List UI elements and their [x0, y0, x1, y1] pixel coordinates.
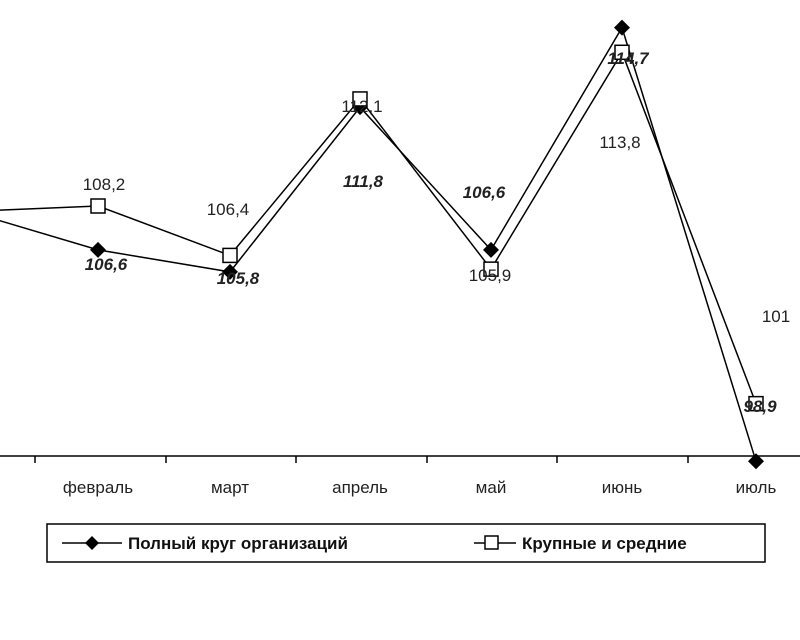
x-axis: январьфевральмартапрельмайиюньиюль [0, 455, 800, 497]
data-point-square [352, 91, 368, 107]
data-point-diamond [90, 241, 106, 258]
data-label: 112,1 [341, 97, 382, 116]
data-point-diamond [222, 263, 238, 280]
x-tick-label: март [211, 478, 249, 497]
data-label: 106,6 [463, 183, 506, 202]
legend-diamond-marker [85, 536, 99, 550]
legend-label-series-a: Полный круг организаций [128, 534, 348, 553]
data-label: 111,8 [343, 172, 384, 191]
x-tick-label: май [476, 478, 507, 497]
data-label: 101 [762, 307, 790, 326]
x-tick-label: апрель [332, 478, 388, 497]
data-point-square [222, 247, 238, 264]
series-lines [0, 25, 757, 462]
data-labels: 106,6 105,8 111,8 106,6 114,7 98,9 108,2 106,4 1… [83, 49, 790, 416]
data-label: 105,9 [469, 266, 512, 285]
data-point-diamond [614, 19, 630, 36]
data-point-diamond [483, 241, 499, 258]
data-label: 108,2 [83, 175, 126, 194]
legend: Полный круг организаций Крупные и средни… [46, 523, 766, 563]
legend-box [46, 523, 766, 563]
data-label: 105,8 [217, 269, 260, 288]
data-label: 106,6 [85, 255, 128, 274]
data-label: 98,9 [743, 397, 777, 416]
series-markers [90, 19, 764, 470]
data-point-square [483, 261, 499, 277]
x-tick-label: февраль [63, 478, 133, 497]
legend-square-marker [484, 535, 499, 550]
data-point-diamond [748, 453, 764, 470]
legend-label-series-b: Крупные и средние [522, 534, 687, 553]
x-tick-label: июнь [602, 478, 643, 497]
data-point-square [90, 198, 106, 214]
data-label: 106,4 [207, 200, 250, 219]
data-label: 114,7 [607, 49, 650, 68]
data-point-square [614, 44, 630, 61]
x-tick-label: июль [736, 478, 777, 497]
data-label: 113,8 [599, 133, 640, 152]
series-line-polnyi-krug [0, 25, 757, 462]
data-point-square [748, 395, 764, 412]
